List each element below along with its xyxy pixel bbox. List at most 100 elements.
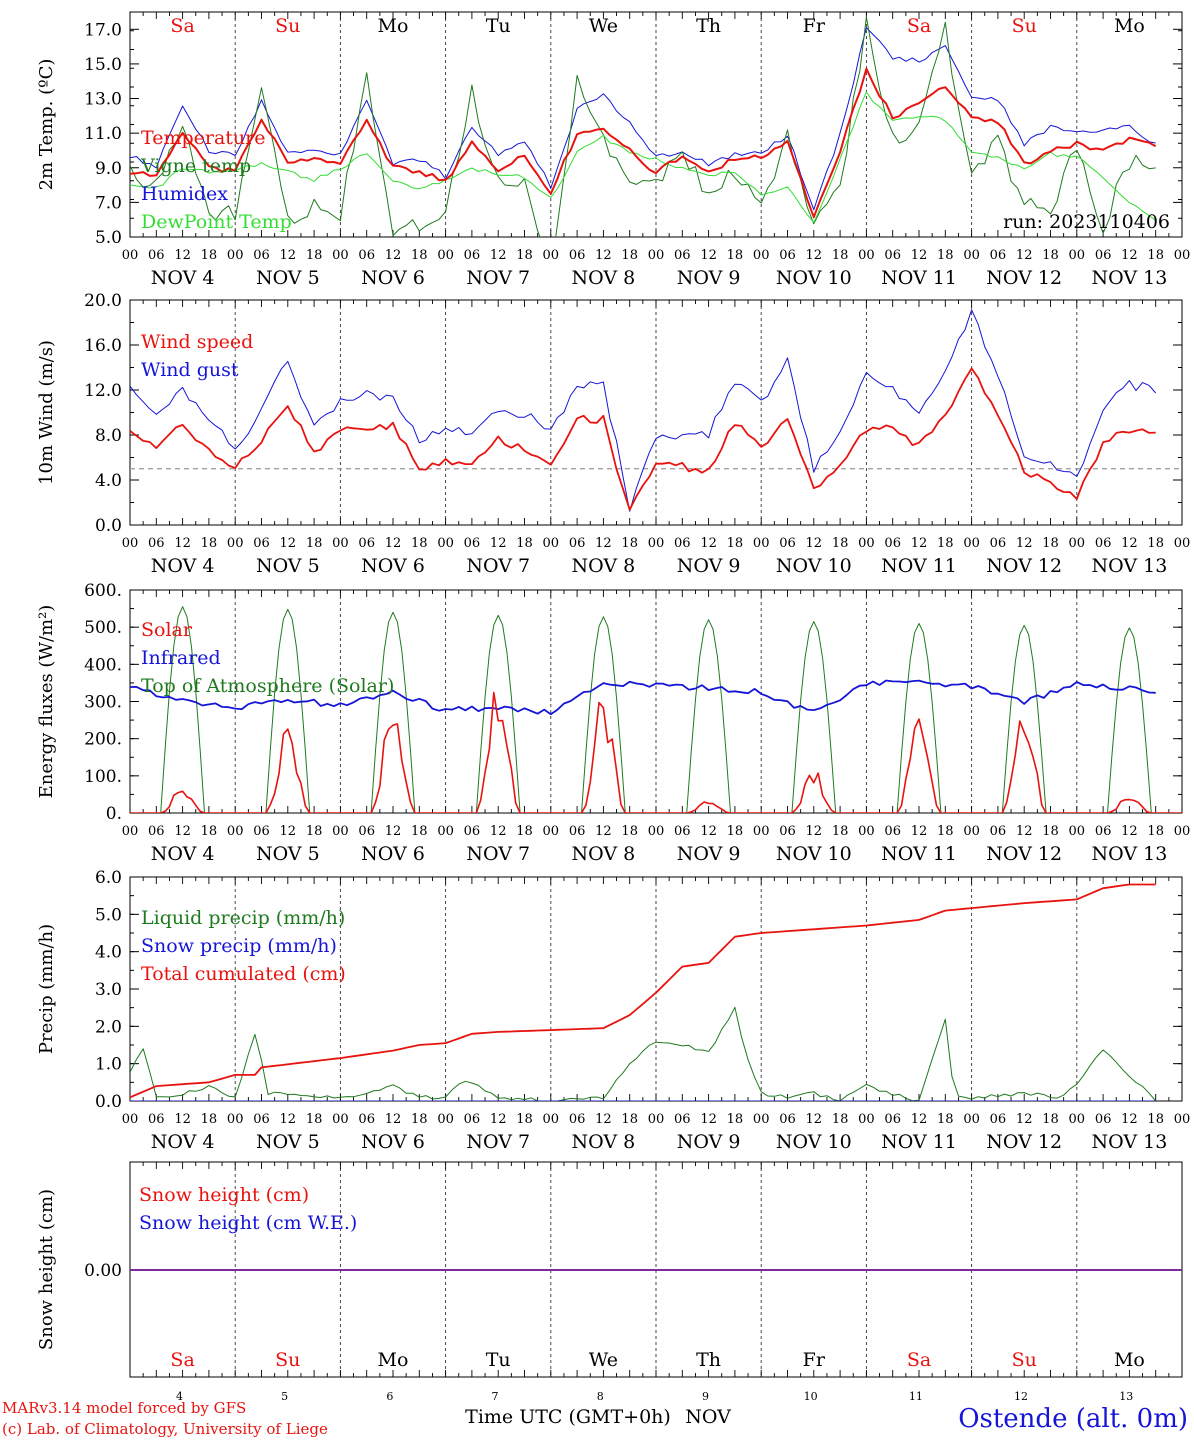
y-tick-label: 400. [84,655,122,675]
day-abbr: Fr [803,1349,826,1371]
y-tick-label: 3.0 [95,980,122,1000]
day-abbr: Tu [486,1349,511,1371]
hour-tick-label: 12 [490,824,507,839]
hour-tick-label: 12 [385,1112,402,1127]
legend-entry: Snow precip (mm/h) [141,935,337,957]
hour-tick-label: 00 [648,824,665,839]
date-label: NOV 13 [1091,1131,1167,1153]
hour-tick-label: 00 [858,248,875,263]
date-label: NOV 8 [572,1131,636,1153]
y-tick-label: 200. [84,730,122,750]
hour-tick-label: 06 [1095,248,1112,263]
y-tick-label: 4.0 [95,943,122,963]
hour-tick-label: 18 [201,1112,218,1127]
hour-tick-label: 06 [674,1112,691,1127]
legend-entry: Vigne temp [140,155,251,177]
hour-tick-label: 12 [700,824,717,839]
hour-tick-label: 06 [358,536,375,551]
y-tick-label: 0.00 [84,1261,122,1281]
hour-tick-label: 06 [464,1112,481,1127]
hour-tick-label: 00 [543,1112,560,1127]
hour-tick-label: 18 [1042,824,1059,839]
day-number: 12 [1014,1390,1028,1403]
day-abbr: We [589,15,618,37]
hour-tick-label: 06 [464,536,481,551]
hour-tick-label: 06 [358,248,375,263]
series-line-total-cumulated [130,883,1156,1099]
hour-tick-label: 00 [437,248,454,263]
hour-tick-label: 12 [595,824,612,839]
hour-tick-label: 00 [332,1112,349,1127]
hour-tick-label: 06 [569,1112,586,1127]
hour-tick-label: 00 [648,1112,665,1127]
hour-tick-label: 00 [332,824,349,839]
y-axis-title: 2m Temp. (ºC) [36,59,57,191]
y-axis-title: Precip (mm/h) [36,924,57,1054]
hour-tick-label: 06 [253,824,270,839]
date-label: NOV 10 [776,1131,852,1153]
hour-tick-label: 06 [990,536,1007,551]
series-line-solar [130,691,1182,813]
panel-4: 00 06 12 18 NOV 4 00 06 12 18 NOV 5 00 06 12 18 NOV 6 0… [36,868,1190,1153]
hour-tick-label: 06 [779,1112,796,1127]
y-tick-label: 7.0 [95,193,122,213]
hour-tick-label: 12 [1121,1112,1138,1127]
y-tick-label: 5.0 [95,905,122,925]
day-abbr: Su [275,15,300,37]
day-number: 9 [702,1390,709,1403]
hour-tick-label: 18 [832,248,849,263]
hour-tick-label: 12 [595,536,612,551]
legend-entry: Liquid precip (mm/h) [141,907,345,929]
hour-tick-label: 18 [516,824,533,839]
hour-tick-label: 06 [464,824,481,839]
hour-tick-label: 12 [280,248,297,263]
hour-tick-label: 06 [990,1112,1007,1127]
day-abbr: Th [696,15,721,37]
day-abbr: Fr [803,15,826,37]
hour-tick-label: 18 [832,824,849,839]
legend-entry: Snow height (cm W.E.) [139,1212,357,1234]
date-label: NOV 6 [361,267,425,289]
date-label: NOV 12 [986,555,1062,577]
hour-tick-label: 06 [253,536,270,551]
day-abbr: Sa [907,15,931,37]
hour-tick-label: 00 [1174,824,1191,839]
hour-tick-label: 00 [1069,824,1086,839]
y-tick-label: 0. [106,804,122,824]
series-group [130,883,1157,1101]
y-axis-title: Energy fluxes (W/m²) [36,605,57,799]
hour-tick-label: 00 [227,1112,244,1127]
hour-tick-label: 12 [806,248,823,263]
run-label: run: 2023110406 [1003,211,1170,233]
hour-tick-label: 00 [1069,536,1086,551]
day-abbr: Su [275,1349,300,1371]
hour-tick-label: 12 [911,824,928,839]
date-label: NOV 11 [881,267,957,289]
date-label: NOV 12 [986,843,1062,865]
hour-tick-label: 06 [1095,824,1112,839]
hour-tick-label: 00 [1174,1112,1191,1127]
hour-tick-label: 00 [437,1112,454,1127]
hour-tick-label: 12 [1016,536,1033,551]
day-abbr: Su [1012,1349,1037,1371]
date-label: NOV 5 [256,1131,320,1153]
date-label: NOV 9 [677,267,741,289]
hour-tick-label: 00 [437,536,454,551]
hour-tick-label: 12 [700,536,717,551]
date-label: NOV 9 [677,843,741,865]
panel-2: 00 06 12 18 NOV 4 00 06 12 18 NOV 5 00 06 12 18 NOV 6 0… [36,291,1190,577]
y-tick-label: 12.0 [84,381,122,401]
date-label: NOV 10 [776,267,852,289]
legend-entry: Top of Atmosphere (Solar) [141,675,394,697]
y-tick-label: 0.0 [95,516,122,536]
date-label: NOV 11 [881,555,957,577]
series-line-liquid-precip [130,1006,1157,1101]
hour-tick-label: 00 [332,536,349,551]
legend-entry: Snow height (cm) [139,1184,309,1206]
day-number: 11 [909,1390,923,1403]
hour-tick-label: 12 [1016,248,1033,263]
series-group [130,309,1157,512]
hour-tick-label: 00 [122,536,139,551]
hour-tick-label: 00 [963,248,980,263]
